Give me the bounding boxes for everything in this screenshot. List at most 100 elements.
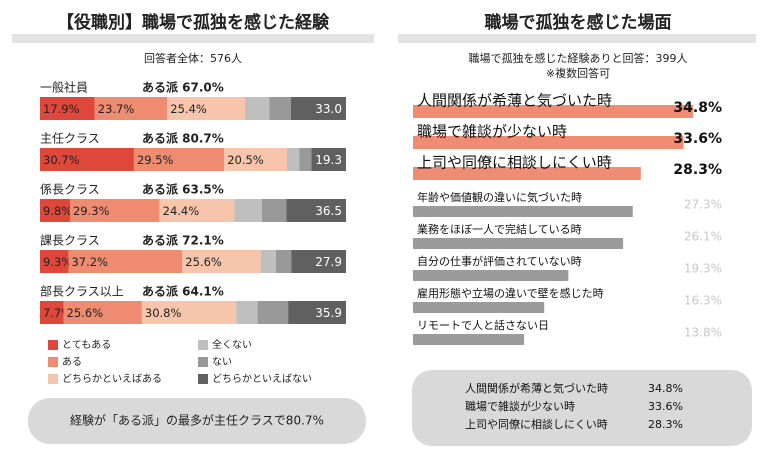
bar-segment (290, 97, 346, 120)
bar-segment (236, 301, 258, 324)
summary-value: 28.3% (648, 418, 683, 431)
value-label: 30.7% (43, 153, 80, 167)
legend-label: どちらかといえばある (62, 373, 162, 385)
value-label: 19.3% (684, 262, 722, 276)
bar-segment (40, 97, 95, 120)
summary-name: 上司や同僚に相談しにくい時 (465, 417, 608, 431)
bar (413, 334, 525, 345)
value-label: 30.8% (145, 306, 182, 320)
value-label: 16.3% (684, 294, 722, 308)
value-label: 25.4% (170, 102, 207, 116)
bar (413, 105, 694, 118)
bar-segment (224, 148, 287, 171)
legend-swatch (48, 374, 58, 384)
note-box (28, 398, 366, 444)
value-label: 24.4% (163, 204, 200, 218)
value-label: 23.7% (98, 102, 135, 116)
bar-segment (167, 97, 246, 120)
title-underline (12, 34, 374, 43)
bar-segment (182, 250, 261, 273)
category-label: 年齢や価値観の違いに気づいた時 (417, 190, 582, 204)
bar-segment (94, 97, 168, 120)
value-label: 29.3% (73, 204, 110, 218)
category-label: リモートで人と話さない日 (417, 318, 549, 332)
nai-ha-label: 36.5 (315, 204, 342, 218)
legend-swatch (198, 357, 208, 367)
bar-segment (311, 148, 346, 171)
subtitle: 回答者全体：576人 (144, 51, 242, 65)
nai-ha-label: 35.9 (315, 306, 342, 320)
value-label: 29.5% (137, 153, 174, 167)
subtitle: 職場で孤独を感じた経験ありと回答：399人 (469, 51, 688, 65)
bar-segment (261, 199, 287, 222)
value-label: 28.3% (673, 162, 722, 178)
nai-ha-label: 27.9 (315, 255, 342, 269)
summary-value: 34.8% (648, 382, 683, 395)
bar (413, 238, 624, 249)
summary-box (412, 370, 752, 446)
summary-label: ある派 64.1% (142, 285, 224, 299)
category-label: 自分の仕事が評価されていない時 (417, 254, 582, 268)
value-label: 25.6% (185, 255, 222, 269)
category-label: 業務をほぼ一人で完結している時 (417, 222, 582, 236)
title-underline (398, 34, 756, 43)
chart-title: 職場で孤独を感じた場面 (485, 12, 672, 33)
value-label: 9.8% (43, 204, 72, 218)
summary-label: ある派 67.0% (142, 81, 224, 95)
summary-value: 33.6% (648, 400, 683, 413)
nai-ha-label: 19.3 (315, 153, 342, 167)
legend-label: 全くない (212, 338, 252, 351)
bar-segment (40, 148, 134, 171)
value-label: 34.8% (673, 100, 722, 116)
value-label: 27.3% (684, 198, 722, 212)
legend-label: どちらかといえばない (212, 373, 312, 385)
summary-label: ある派 63.5% (142, 183, 224, 197)
value-label: 25.6% (67, 306, 104, 320)
category-label: 人間関係が希薄と気づいた時 (417, 92, 612, 110)
bar-segment (299, 148, 312, 171)
value-label: 26.1% (684, 230, 722, 244)
category-label: 係長クラス (40, 183, 100, 197)
bar-segment (63, 301, 142, 324)
category-label: 職場で雑談が少ない時 (417, 123, 567, 141)
category-label: 上司や同僚に相談しにくい時 (417, 154, 612, 172)
bar-segment (40, 250, 69, 273)
value-label: 13.8% (684, 326, 722, 340)
value-label: 17.9% (43, 102, 80, 116)
value-label: 33.6% (673, 131, 722, 147)
value-label: 20.5% (227, 153, 264, 167)
legend-swatch (198, 340, 208, 350)
bar-segment (69, 199, 160, 222)
legend-label: ない (212, 356, 232, 368)
bar-segment (234, 199, 262, 222)
bar (413, 302, 545, 313)
legend-label: とてもある (62, 339, 111, 351)
legend-swatch (48, 357, 58, 367)
bar-segment (68, 250, 183, 273)
bar-segment (257, 301, 289, 324)
bar-segment (141, 301, 237, 324)
summary-label: ある派 80.7% (142, 132, 224, 146)
bar-segment (133, 148, 225, 171)
summary-name: 人間関係が希薄と気づいた時 (465, 381, 608, 395)
nai-ha-label: 33.0 (315, 102, 342, 116)
chart-title: 【役職別】職場で孤独を感じた経験 (57, 12, 330, 33)
bar-segment (159, 199, 235, 222)
category-label: 雇用形態や立場の違いで壁を感じた時 (417, 286, 604, 300)
bar-segment (260, 250, 276, 273)
bar-segment (291, 250, 346, 273)
legend-swatch (198, 374, 208, 384)
value-label: 37.2% (71, 255, 108, 269)
value-label: 9.3% (43, 255, 72, 269)
note: 経験が「ある派」の最多が主任クラスで80.7% (70, 413, 324, 428)
bar-segment (275, 250, 292, 273)
legend-label: ある (62, 356, 82, 368)
category-label: 主任クラス (40, 132, 100, 146)
bar-segment (286, 199, 346, 222)
category-label: 部長クラス以上 (40, 284, 124, 299)
bar-segment (40, 199, 70, 222)
bar-segment (40, 301, 64, 324)
legend-swatch (48, 340, 58, 350)
bar-segment (288, 301, 346, 324)
